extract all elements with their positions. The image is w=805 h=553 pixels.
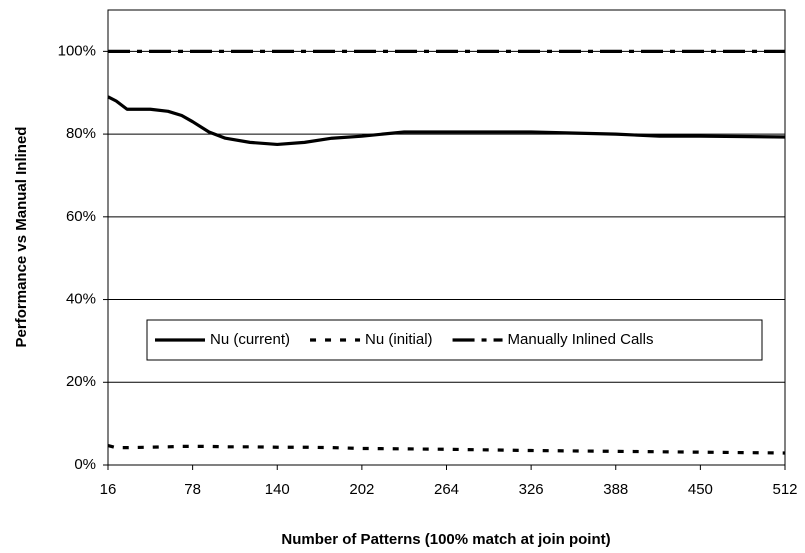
x-tick-label: 16 [100, 481, 117, 498]
x-tick-label: 264 [434, 481, 459, 498]
y-tick-label: 0% [74, 456, 96, 473]
x-tick-label: 512 [772, 481, 797, 498]
y-tick-label: 40% [66, 291, 96, 308]
y-tick-label: 100% [58, 42, 96, 59]
x-tick-label: 78 [184, 481, 201, 498]
legend-label: Manually Inlined Calls [508, 331, 654, 348]
y-tick-label: 20% [66, 373, 96, 390]
x-axis-title: Number of Patterns (100% match at join p… [281, 531, 610, 548]
plot-area [107, 9, 786, 466]
y-tick-label: 80% [66, 125, 96, 142]
legend-label: Nu (current) [210, 331, 290, 348]
series-line [107, 444, 786, 455]
x-tick-label: 388 [603, 481, 628, 498]
y-axis-title: Performance vs Manual Inlined [13, 127, 30, 348]
x-tick-label: 140 [265, 481, 290, 498]
legend-label: Nu (initial) [365, 331, 433, 348]
series-line [107, 95, 786, 147]
x-tick-label: 202 [349, 481, 374, 498]
y-tick-label: 60% [66, 208, 96, 225]
x-tick-label: 450 [688, 481, 713, 498]
x-tick-label: 326 [519, 481, 544, 498]
